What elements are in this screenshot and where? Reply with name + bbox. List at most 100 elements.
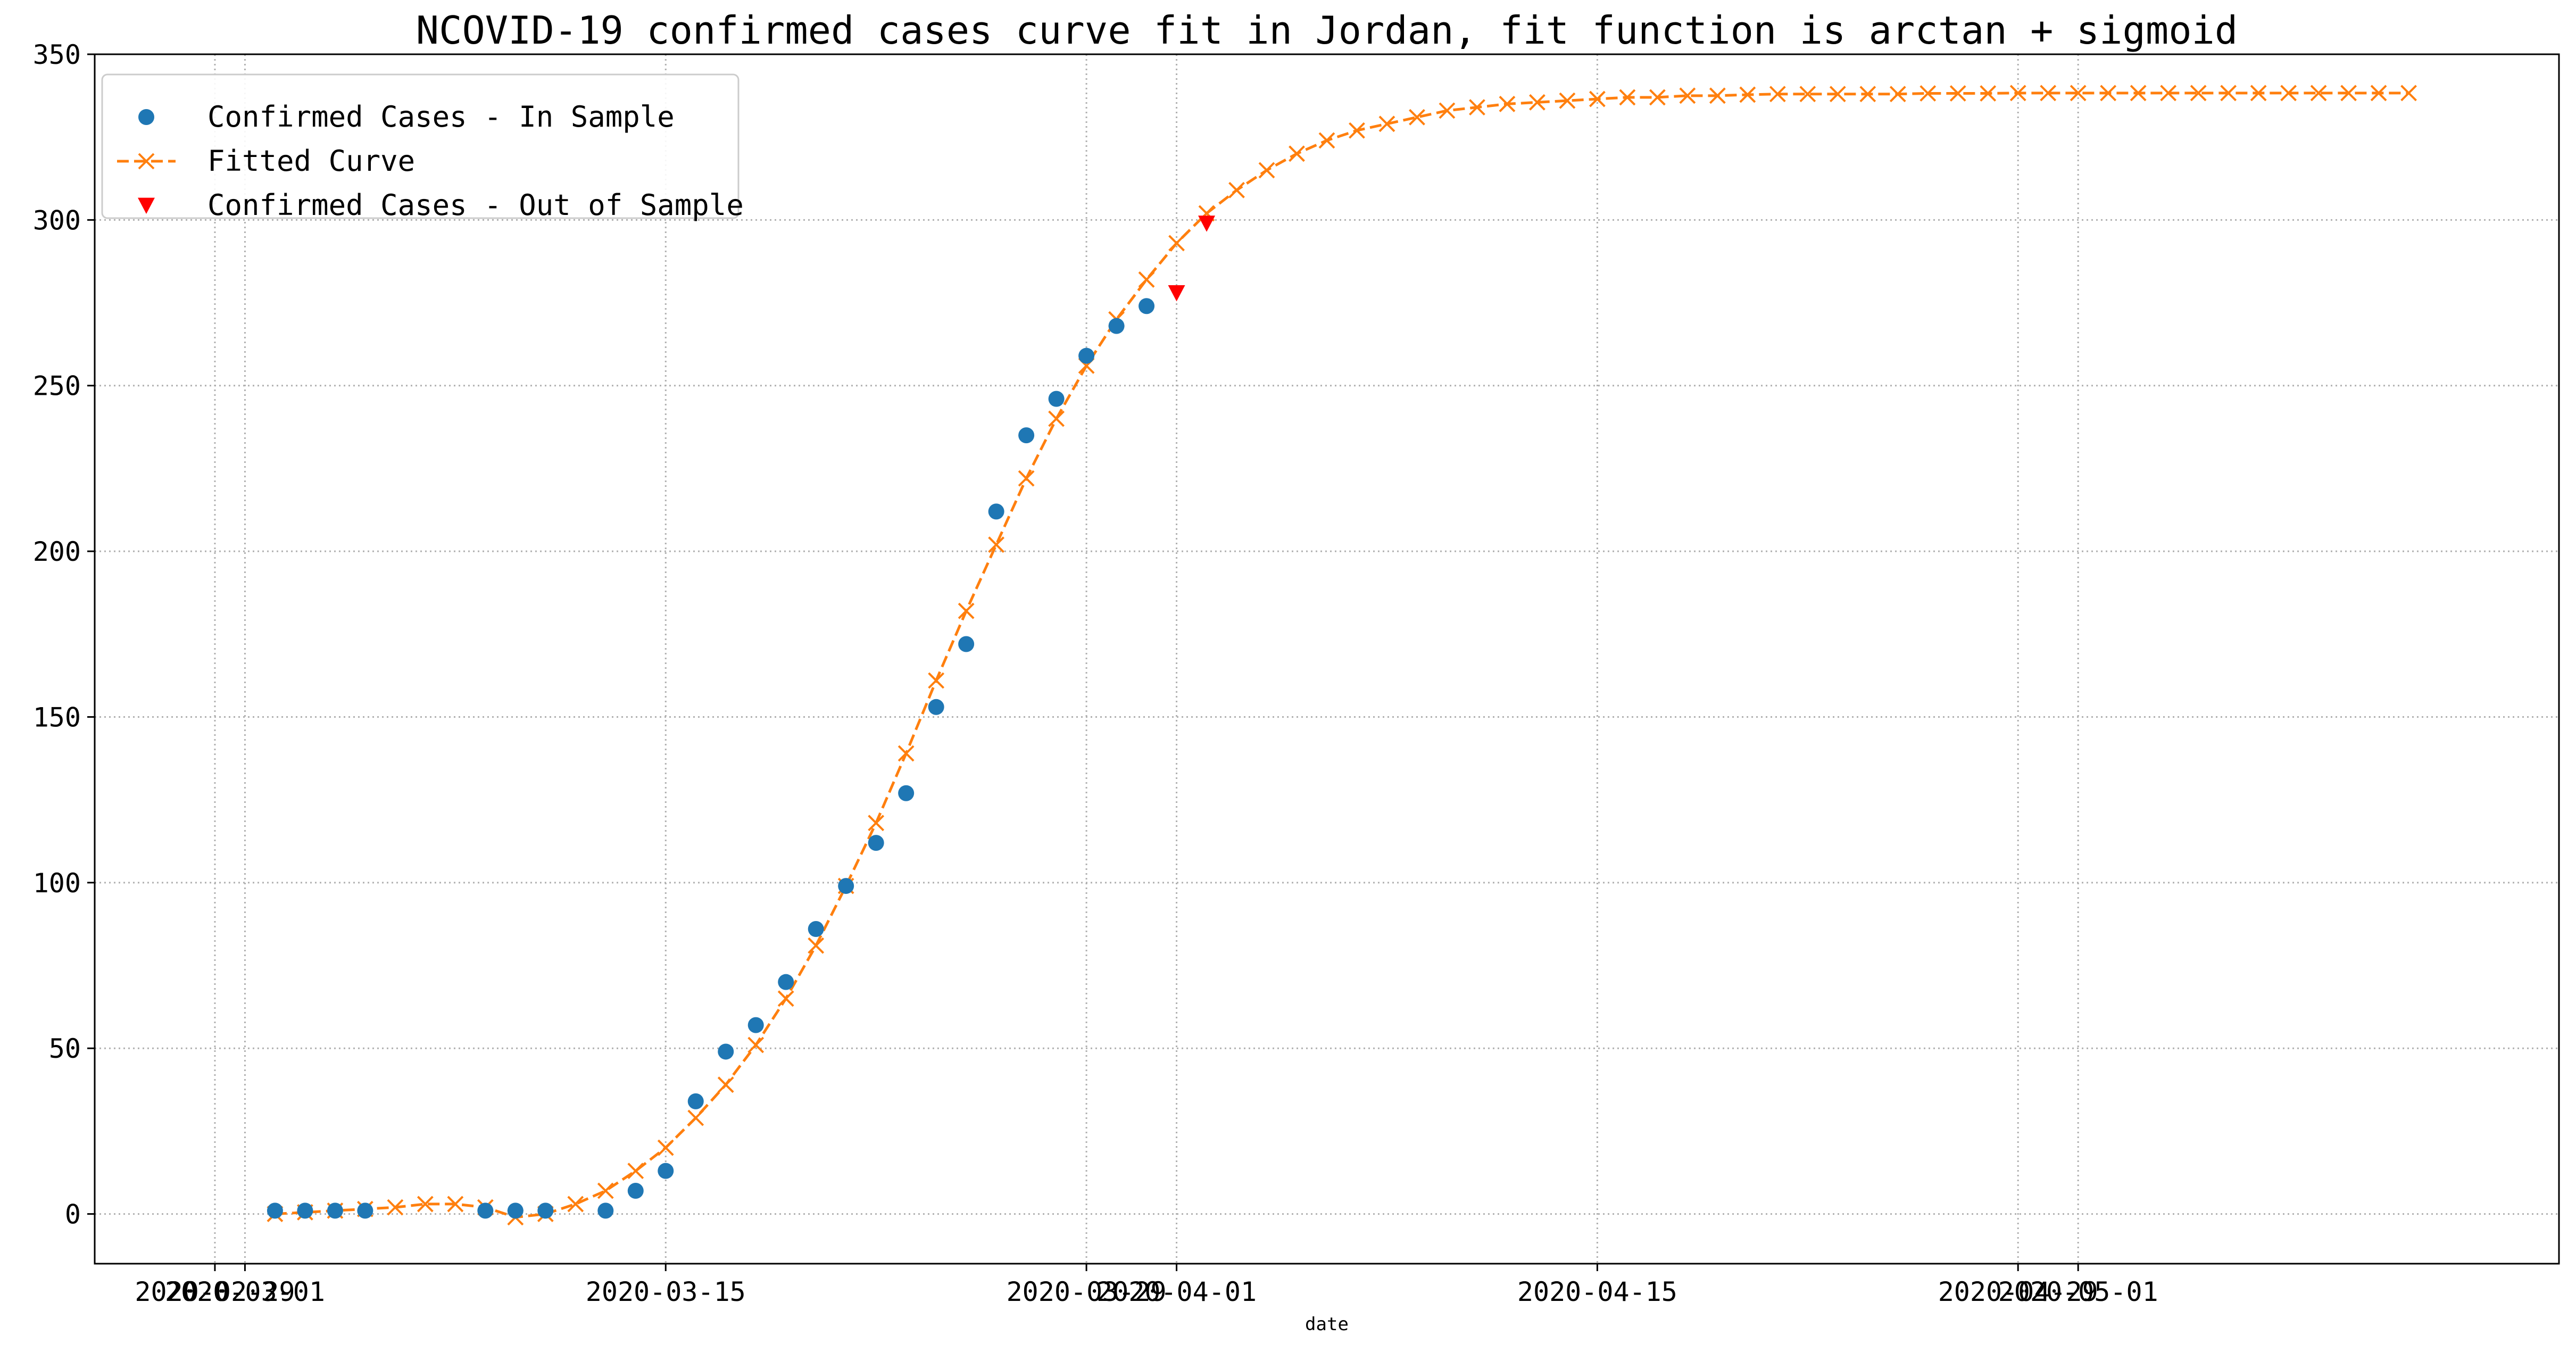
fitted-curve-point [1409,109,1425,126]
fitted-curve-point [868,815,885,832]
fitted-curve-point [2070,85,2087,102]
fitted-curve-point [1829,86,1846,103]
x-marker-stroke [1529,94,1545,111]
in-sample-point [958,636,975,652]
fitted-curve-point [567,1196,584,1213]
x-marker-stroke [1318,132,1335,149]
legend-in-sample-marker [138,109,154,125]
fitted-curve-point [988,536,1005,553]
fitted-curve-point [1559,92,1576,109]
fitted-curve-point [928,672,945,689]
x-marker-stroke [747,1036,765,1054]
in-sample-point [1048,391,1065,407]
in-sample-point [597,1202,614,1219]
fitted-curve-point [1469,99,1485,116]
fitted-curve-point [1168,235,1185,252]
fitted-curve-point [2009,85,2026,102]
legend-out-sample-label: Confirmed Cases - Out of Sample [207,188,744,222]
x-marker-stroke [2310,85,2327,102]
out-of-sample-point [1198,215,1216,232]
x-marker-stroke [1889,86,1906,103]
chart-title: NCOVID-19 confirmed cases curve fit in J… [416,8,2238,53]
y-tick-label: 100 [33,868,81,899]
x-marker-stroke [417,1196,434,1213]
fitted-curve-point [1980,85,1997,102]
fitted-curve-point [1018,470,1035,487]
in-sample-point [658,1163,674,1179]
fitted-curve-point [1138,271,1155,288]
x-tick-label: 2020-05-01 [1998,1276,2158,1307]
legend-fitted-label: Fitted Curve [207,144,415,178]
legend: Confirmed Cases - In Sample Fitted Curve C… [101,73,744,222]
x-marker-stroke [2190,85,2207,102]
x-marker-stroke [2070,85,2087,102]
x-marker-stroke [1289,145,1305,162]
x-tick-label: 2020-04-29 [1938,1276,2098,1307]
x-marker-stroke [1589,90,1606,107]
in-sample-point [627,1182,644,1199]
y-tick-label: 300 [33,205,81,236]
x-tick-label: 2020-04-15 [1517,1276,1677,1307]
fitted-curve-point [657,1139,674,1156]
fitted-curve-point [777,990,794,1007]
x-marker-stroke [1138,271,1155,288]
legend-in-sample-label: Confirmed Cases - In Sample [207,100,675,134]
fitted-curve-point [2400,85,2417,102]
y-tick-label: 0 [65,1199,81,1230]
fitted-curve-point [2130,85,2147,102]
fitted-curve-point [1949,85,1966,102]
x-marker-stroke [2160,85,2177,102]
x-marker-stroke [1649,89,1666,106]
fitted-curve-point [1529,94,1545,111]
x-marker-stroke [2220,85,2237,102]
x-marker-stroke [597,1182,614,1199]
in-sample-point [507,1202,523,1219]
fitted-curve-point [2250,85,2267,102]
x-marker-stroke [1859,86,1876,103]
in-sample-point [868,835,884,851]
in-sample-point [687,1093,704,1109]
fitted-curve-point [2280,85,2297,102]
x-marker-stroke [387,1199,404,1216]
x-marker-stroke [1709,87,1726,104]
in-sample-point [327,1202,343,1219]
out-of-sample-point [1168,285,1185,302]
y-tick-label: 200 [33,536,81,567]
fitted-curve-point [1378,115,1395,132]
x-marker-stroke [1769,86,1786,103]
in-sample-point [267,1202,283,1219]
fitted-curve-point [1799,86,1816,103]
fitted-curve-point [717,1076,734,1093]
in-sample-point [808,921,824,938]
x-marker-stroke [138,153,155,170]
in-sample-point [718,1043,734,1060]
x-marker-stroke [1409,109,1425,126]
in-sample-point [1018,427,1035,444]
x-marker-stroke [1228,181,1245,198]
fitted-curve-point [447,1196,464,1213]
fitted-curve-point [597,1182,614,1199]
fitted-curve-point [1859,86,1876,103]
x-marker-stroke [2009,85,2026,102]
x-marker-stroke [1439,102,1456,119]
fitted-curve-point [1919,85,1937,102]
x-tick-label: 2020-03-15 [586,1276,746,1307]
x-marker-stroke [868,815,885,832]
x-marker-stroke [1378,115,1395,132]
fitted-curve-point [417,1196,434,1213]
y-tick-label: 350 [33,39,81,70]
fitted-curve-point [2370,85,2387,102]
x-marker-stroke [1919,85,1937,102]
fitted-curve-point [2220,85,2237,102]
x-marker-stroke [958,602,975,619]
x-marker-stroke [1349,122,1365,139]
fitted-curve-point [687,1109,704,1126]
fitted-curve-point [898,745,915,762]
axes-frame [94,53,2560,1265]
fitted-curve-point [2340,85,2357,102]
fitted-curve-point [1649,89,1666,106]
x-marker-stroke [2280,85,2297,102]
x-marker-stroke [1258,162,1275,179]
x-marker-stroke [1949,85,1966,102]
